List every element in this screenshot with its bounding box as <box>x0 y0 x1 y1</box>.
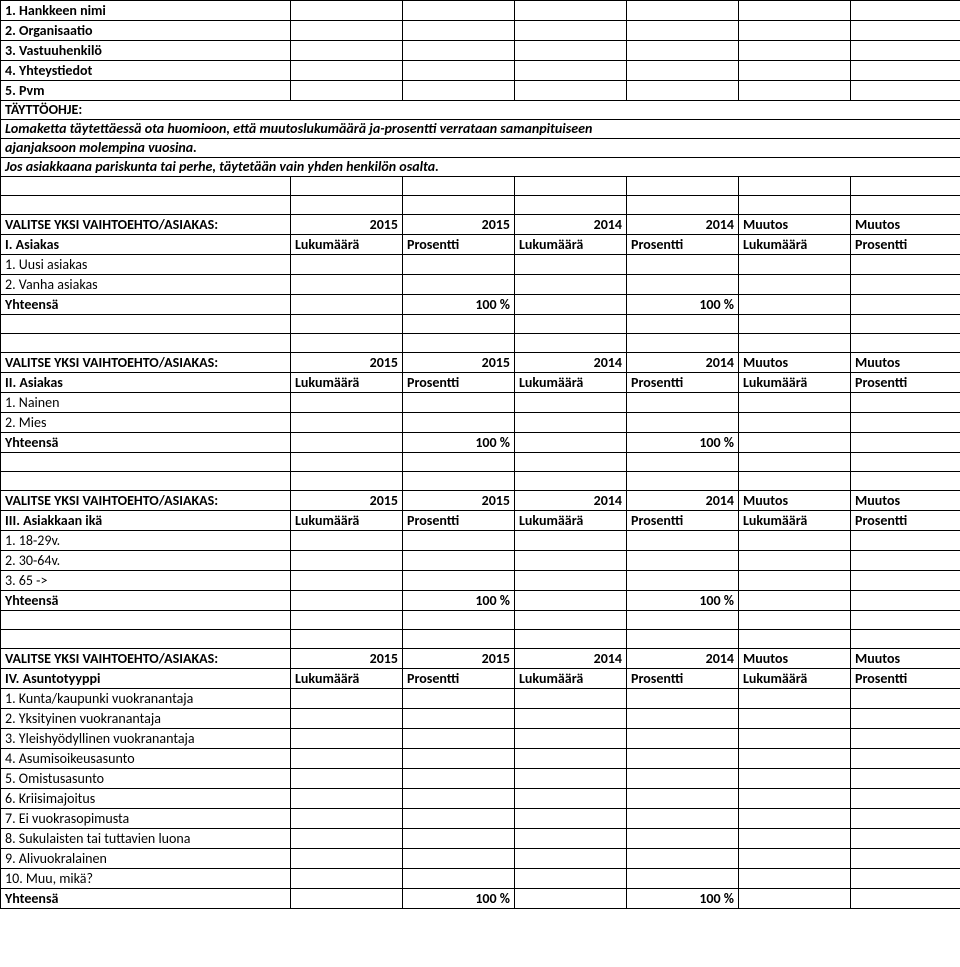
table-row: 3. Yleishyödyllinen vuokranantaja <box>1 729 960 749</box>
table-row: 10. Muu, mikä? <box>1 869 960 889</box>
t4-head1: VALITSE YKSI VAIHTOEHTO/ASIAKAS: 2015 20… <box>1 649 960 669</box>
spreadsheet-page: 1. Hankkeen nimi 2. Organisaatio 3. Vast… <box>0 0 960 909</box>
t1-head2: I. Asiakas Lukumäärä Prosentti Lukumäärä… <box>1 235 960 255</box>
instr-l3: Jos asiakkaana pariskunta tai perhe, täy… <box>5 158 439 175</box>
blank-row <box>1 177 960 196</box>
t2-total: Yhteensä 100 % 100 % <box>1 433 960 453</box>
header-item-2: 2. Organisaatio <box>1 21 291 41</box>
t3-head2: III. Asiakkaan ikä Lukumäärä Prosentti L… <box>1 511 960 531</box>
t1-head1: VALITSE YKSI VAIHTOEHTO/ASIAKAS: 2015 20… <box>1 215 960 235</box>
instr-l3-row: Jos asiakkaana pariskunta tai perhe, täy… <box>1 158 960 177</box>
instr-title: TÄYTTÖOHJE: <box>5 101 82 118</box>
grid-table: 1. Hankkeen nimi 2. Organisaatio 3. Vast… <box>0 0 960 909</box>
blank-row <box>1 334 960 353</box>
table-row: 7. Ei vuokrasopimusta <box>1 809 960 829</box>
table-row: 1. Kunta/kaupunki vuokranantaja <box>1 689 960 709</box>
t4-head2: IV. Asuntotyyppi Lukumäärä Prosentti Luk… <box>1 669 960 689</box>
table-row: 5. Omistusasunto <box>1 769 960 789</box>
table-row: 2. Vanha asiakas <box>1 275 960 295</box>
header-item-1: 1. Hankkeen nimi <box>1 1 291 21</box>
instr-l1: Lomaketta täytettäessä ota huomioon, ett… <box>5 120 592 137</box>
blank-row <box>1 315 960 334</box>
blank-row <box>1 453 960 472</box>
blank-row <box>1 611 960 630</box>
blank-row <box>1 630 960 649</box>
t3-head1: VALITSE YKSI VAIHTOEHTO/ASIAKAS: 2015 20… <box>1 491 960 511</box>
header-row-5: 5. Pvm <box>1 81 960 101</box>
header-row-2: 2. Organisaatio <box>1 21 960 41</box>
t3-total: Yhteensä 100 % 100 % <box>1 591 960 611</box>
table-row: 6. Kriisimajoitus <box>1 789 960 809</box>
table-row: 4. Asumisoikeusasunto <box>1 749 960 769</box>
header-row-3: 3. Vastuuhenkilö <box>1 41 960 61</box>
t2-head2: II. Asiakas Lukumäärä Prosentti Lukumäär… <box>1 373 960 393</box>
table-row: 8. Sukulaisten tai tuttavien luona <box>1 829 960 849</box>
header-item-3: 3. Vastuuhenkilö <box>1 41 291 61</box>
table-row: 1. Nainen <box>1 393 960 413</box>
table-row: 2. 30-64v. <box>1 551 960 571</box>
instr-l2-row: ajanjaksoon molempina vuosina. <box>1 139 960 158</box>
instr-l1-row: Lomaketta täytettäessä ota huomioon, ett… <box>1 120 960 139</box>
section-title: VALITSE YKSI VAIHTOEHTO/ASIAKAS: <box>1 215 291 235</box>
table-row: 9. Alivuokralainen <box>1 849 960 869</box>
blank-row <box>1 196 960 215</box>
t2-head1: VALITSE YKSI VAIHTOEHTO/ASIAKAS: 2015 20… <box>1 353 960 373</box>
header-item-5: 5. Pvm <box>1 81 291 101</box>
instr-title-row: TÄYTTÖOHJE: <box>1 101 960 120</box>
t4-total: Yhteensä 100 % 100 % <box>1 889 960 909</box>
header-row-4: 4. Yhteystiedot <box>1 61 960 81</box>
t1-total: Yhteensä 100 % 100 % <box>1 295 960 315</box>
table-row: 2. Mies <box>1 413 960 433</box>
table-row: 3. 65 -> <box>1 571 960 591</box>
instr-l2: ajanjaksoon molempina vuosina. <box>5 139 197 156</box>
header-item-4: 4. Yhteystiedot <box>1 61 291 81</box>
table-row: 1. Uusi asiakas <box>1 255 960 275</box>
table-row: 1. 18-29v. <box>1 531 960 551</box>
header-row-1: 1. Hankkeen nimi <box>1 1 960 21</box>
table-row: 2. Yksityinen vuokranantaja <box>1 709 960 729</box>
blank-row <box>1 472 960 491</box>
